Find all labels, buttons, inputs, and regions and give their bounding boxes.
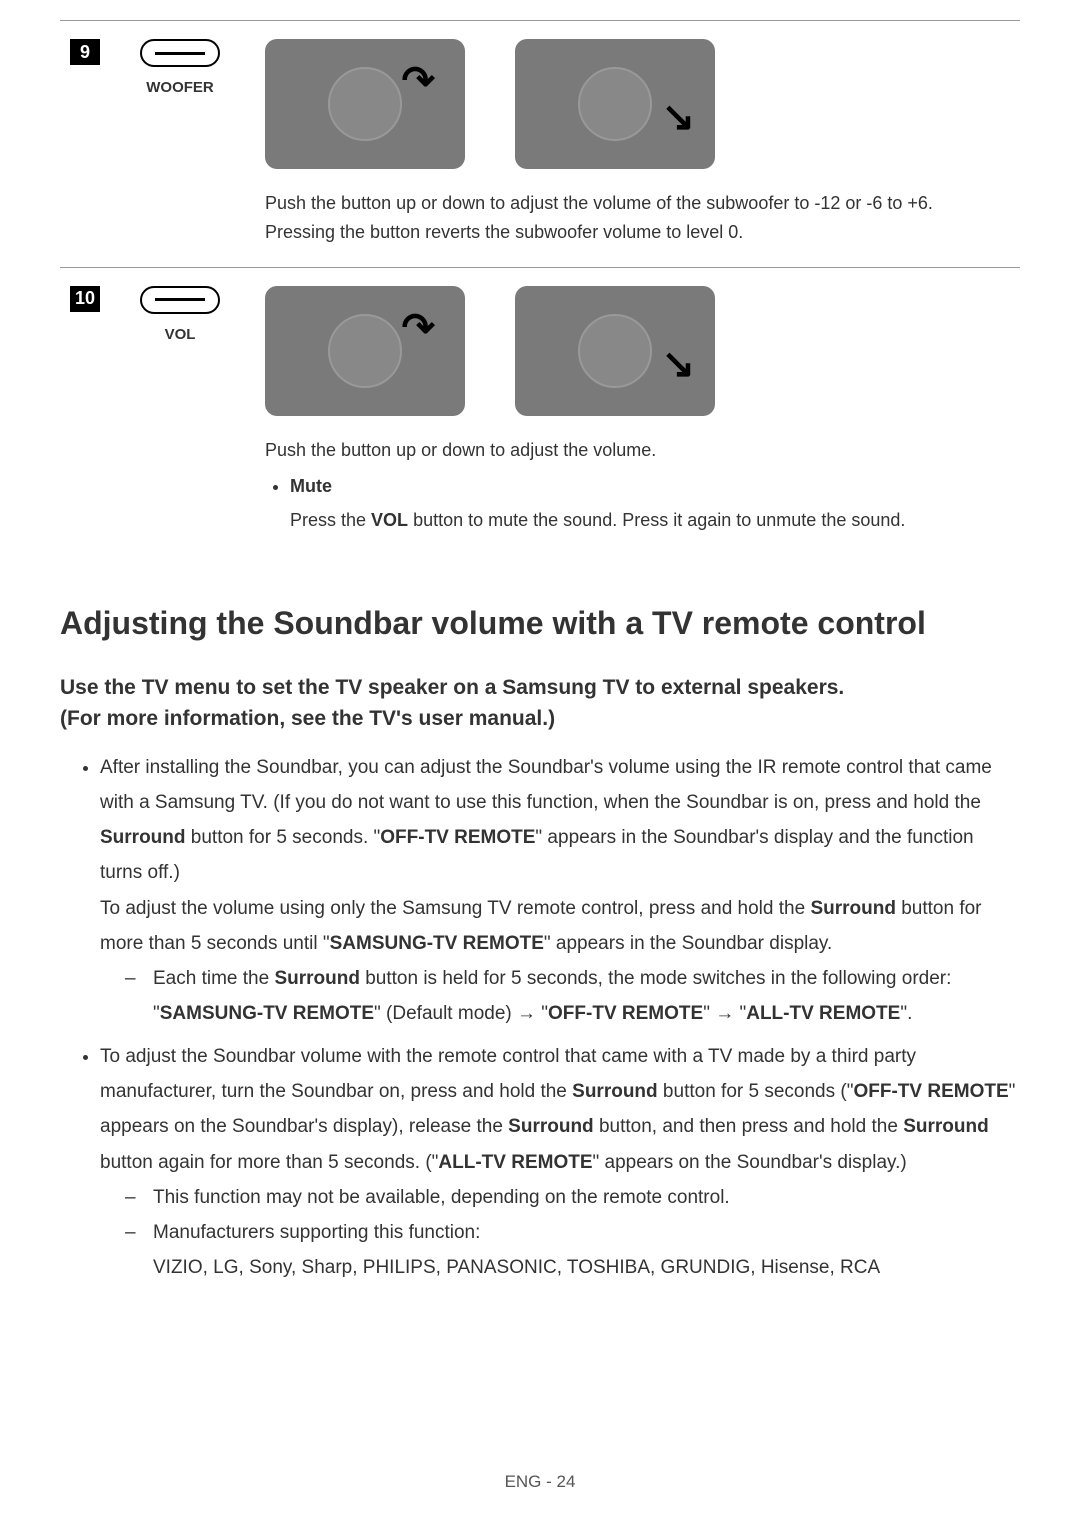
mute-label: Mute (290, 476, 332, 496)
main-list: After installing the Soundbar, you can a… (60, 750, 1020, 1285)
dash-list: Each time the Surround button is held fo… (100, 961, 1020, 1031)
row-number-column: 9 (60, 21, 110, 267)
button-label: WOOFER (146, 79, 214, 96)
dash-list: This function may not be available, depe… (100, 1180, 1020, 1285)
description-text: Push the button up or down to adjust the… (265, 436, 1005, 465)
table-row: 10 VOL ↷ ↘ Push the button up or down to… (60, 267, 1020, 555)
button-column: WOOFER (110, 21, 250, 267)
mute-bullet-list: Mute (265, 472, 1005, 501)
arrow-up-icon: ↷ (401, 49, 435, 113)
section-title: Adjusting the Soundbar volume with a TV … (60, 605, 1020, 642)
list-item: Each time the Surround button is held fo… (125, 961, 1020, 1031)
button-label: VOL (165, 326, 196, 343)
remote-image-down: ↘ (515, 39, 715, 169)
subsection-title: Use the TV menu to set the TV speaker on… (60, 672, 1020, 735)
description-text: Push the button up or down to adjust the… (265, 189, 1005, 247)
list-item: After installing the Soundbar, you can a… (100, 750, 1020, 1031)
list-item: To adjust the Soundbar volume with the r… (100, 1039, 1020, 1285)
remote-image-up: ↷ (265, 39, 465, 169)
row-number-column: 10 (60, 268, 110, 555)
description-column: ↷ ↘ Push the button up or down to adjust… (250, 268, 1020, 555)
description-column: ↷ ↘ Push the button up or down to adjust… (250, 21, 1020, 267)
list-item: Mute (290, 472, 1005, 501)
button-column: VOL (110, 268, 250, 555)
arrow-down-icon: ↘ (661, 85, 695, 149)
page-footer: ENG - 24 (0, 1472, 1080, 1492)
woofer-button-graphic (140, 39, 220, 67)
remote-images-row: ↷ ↘ (265, 39, 1005, 169)
row-number-badge: 9 (70, 39, 100, 65)
vol-button-graphic (140, 286, 220, 314)
remote-images-row: ↷ ↘ (265, 286, 1005, 416)
row-number-badge: 10 (70, 286, 100, 312)
list-item: This function may not be available, depe… (125, 1180, 1020, 1215)
list-item: Manufacturers supporting this function: … (125, 1215, 1020, 1285)
remote-image-down: ↘ (515, 286, 715, 416)
remote-image-up: ↷ (265, 286, 465, 416)
arrow-up-icon: ↷ (401, 296, 435, 360)
table-row: 9 WOOFER ↷ ↘ Push the button up or down … (60, 20, 1020, 267)
mute-description: Press the VOL button to mute the sound. … (265, 506, 1005, 535)
arrow-down-icon: ↘ (661, 332, 695, 396)
